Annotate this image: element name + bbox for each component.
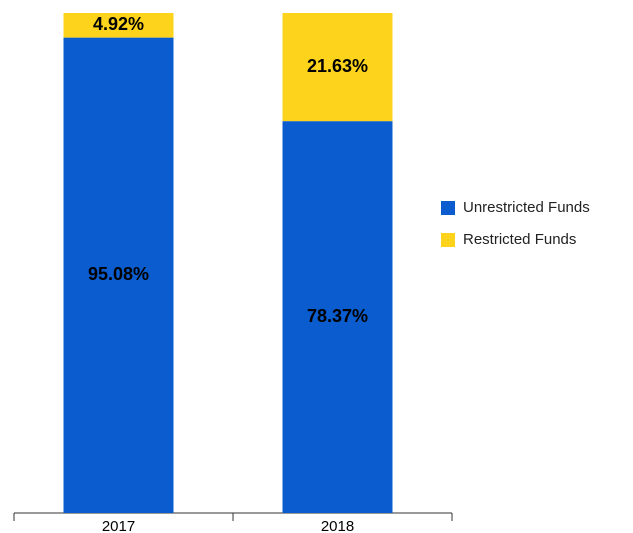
legend-label: Restricted Funds: [463, 231, 576, 248]
data-label: 95.08%: [88, 264, 149, 284]
legend-swatch: [441, 201, 455, 215]
x-tick-label: 2017: [102, 518, 135, 533]
data-label: 4.92%: [93, 14, 144, 34]
bar-segment: [63, 13, 174, 38]
legend-swatch: [441, 233, 455, 247]
bar-segment: [282, 13, 393, 122]
bar-segment: [282, 121, 393, 514]
data-label: 21.63%: [307, 56, 368, 76]
bar-segment: [63, 37, 174, 513]
data-label: 78.37%: [307, 306, 368, 326]
legend-label: Unrestricted Funds: [463, 199, 590, 216]
x-tick-label: 2018: [321, 518, 354, 533]
